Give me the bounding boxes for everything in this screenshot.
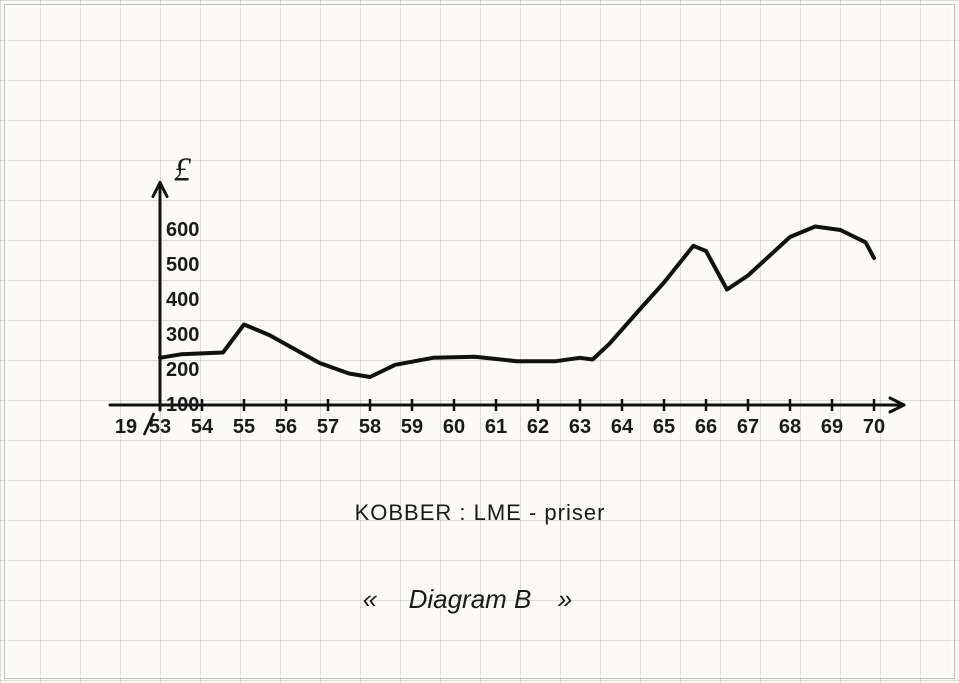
x-tick-label: 64 [611, 416, 634, 438]
x-tick-label: 55 [233, 416, 255, 438]
series-line [160, 227, 874, 378]
x-tick-label: 63 [569, 416, 591, 438]
x-tick-label: 62 [527, 416, 549, 438]
y-tick-label: 500 [166, 254, 199, 276]
x-tick-label: 59 [401, 416, 423, 438]
x-tick-label: 66 [695, 416, 717, 438]
caption-main: KOBBER : LME - priser [355, 500, 606, 525]
y-axis-unit: £ [174, 152, 192, 189]
x-tick-label: 56 [275, 416, 297, 438]
x-tick-label: 68 [779, 416, 801, 438]
x-tick-label: 67 [737, 416, 759, 438]
x-tick-label: 58 [359, 416, 381, 438]
y-tick-label: 100 [166, 394, 199, 416]
x-prefix: 19 [115, 416, 137, 438]
y-tick-label: 200 [166, 359, 199, 381]
caption-sub-text: Diagram B [409, 584, 532, 614]
x-tick-label: 61 [485, 416, 507, 438]
caption-sub-quote-open: « [363, 584, 378, 614]
chart-container: 100200300400500600£535455565758596061626… [0, 0, 959, 683]
y-tick-label: 300 [166, 324, 199, 346]
x-tick-label: 54 [191, 416, 214, 438]
x-tick-label: 57 [317, 416, 339, 438]
x-tick-label: 65 [653, 416, 675, 438]
caption-sub-quote-close: » [558, 584, 572, 614]
x-tick-label: 70 [863, 416, 885, 438]
y-tick-label: 600 [166, 219, 199, 241]
x-tick-label: 69 [821, 416, 843, 438]
chart-svg: 100200300400500600£535455565758596061626… [0, 0, 959, 683]
y-tick-label: 400 [166, 289, 199, 311]
x-tick-label: 60 [443, 416, 465, 438]
